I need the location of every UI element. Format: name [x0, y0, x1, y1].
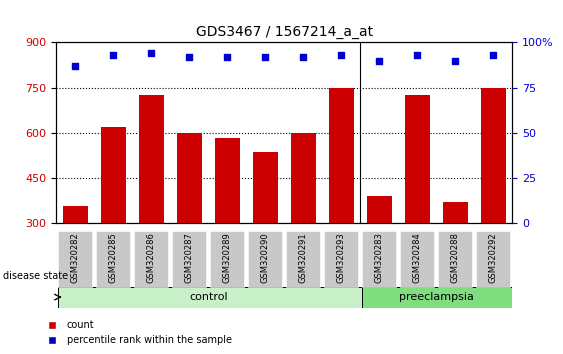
Text: GSM320287: GSM320287	[185, 233, 194, 283]
Bar	[405, 95, 430, 223]
Bar	[291, 133, 316, 223]
Point	[147, 51, 156, 56]
Text: GSM320293: GSM320293	[337, 233, 346, 283]
Point	[261, 54, 270, 60]
Point	[185, 54, 194, 60]
Bar	[362, 231, 396, 287]
Text: GSM320290: GSM320290	[261, 233, 270, 283]
Legend: count, percentile rank within the sample: count, percentile rank within the sample	[39, 316, 236, 349]
Bar	[210, 231, 244, 287]
Bar	[400, 231, 435, 287]
Text: GSM320285: GSM320285	[109, 233, 118, 283]
Bar	[481, 88, 506, 223]
Point	[413, 52, 422, 58]
Text: GSM320284: GSM320284	[413, 233, 422, 283]
Bar	[324, 231, 359, 287]
Bar	[253, 152, 278, 223]
Bar	[139, 95, 164, 223]
Text: GSM320283: GSM320283	[375, 233, 384, 283]
Text: GSM320288: GSM320288	[451, 233, 460, 283]
Point	[109, 52, 118, 58]
Point	[299, 54, 308, 60]
Text: control: control	[189, 292, 227, 302]
Point	[71, 63, 80, 69]
Bar	[172, 231, 207, 287]
Bar	[329, 88, 354, 223]
Bar	[362, 287, 514, 308]
Text: preeclampsia: preeclampsia	[399, 292, 473, 302]
Bar	[177, 133, 202, 223]
Bar	[134, 231, 168, 287]
Text: GSM320291: GSM320291	[299, 233, 308, 283]
Bar	[438, 231, 472, 287]
Point	[489, 52, 498, 58]
Bar	[443, 202, 468, 223]
Point	[337, 52, 346, 58]
Bar	[63, 206, 88, 223]
Text: GSM320292: GSM320292	[489, 233, 498, 283]
Bar	[58, 287, 362, 308]
Point	[451, 58, 460, 63]
Bar	[476, 231, 511, 287]
Text: GSM320282: GSM320282	[71, 233, 80, 283]
Bar	[215, 138, 240, 223]
Point	[375, 58, 384, 63]
Bar	[286, 231, 320, 287]
Bar	[367, 196, 392, 223]
Text: disease state: disease state	[3, 271, 68, 281]
Point	[223, 54, 232, 60]
Text: GSM320286: GSM320286	[147, 233, 156, 283]
Title: GDS3467 / 1567214_a_at: GDS3467 / 1567214_a_at	[196, 25, 373, 39]
Bar	[96, 231, 131, 287]
Bar	[101, 127, 126, 223]
Bar	[248, 231, 283, 287]
Bar	[58, 231, 92, 287]
Text: GSM320289: GSM320289	[223, 233, 232, 283]
